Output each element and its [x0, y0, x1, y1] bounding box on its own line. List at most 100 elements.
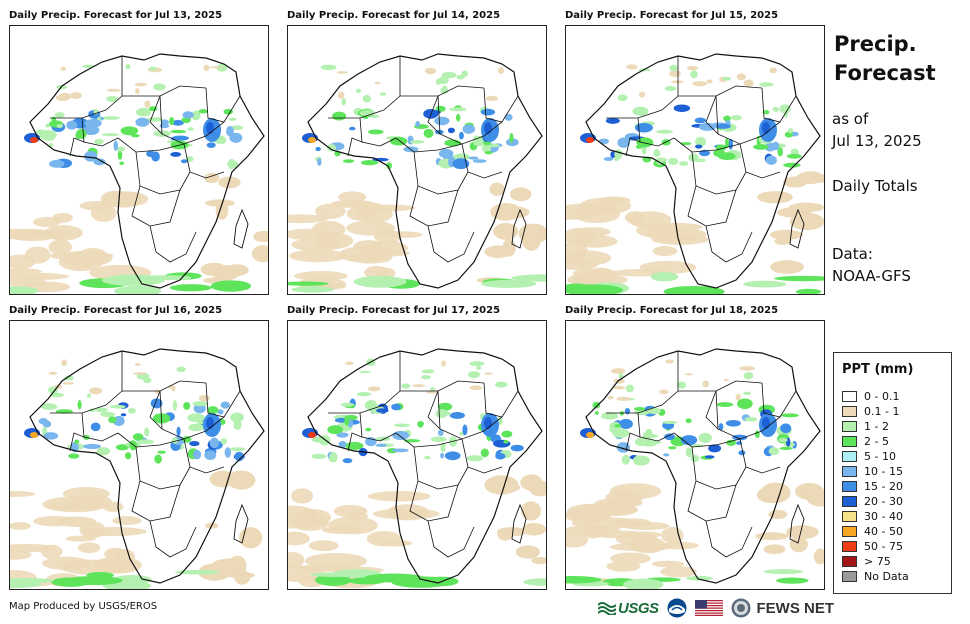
precip-area	[74, 439, 80, 444]
precip-area	[336, 71, 348, 74]
precip-area	[153, 83, 166, 91]
precip-area	[678, 161, 689, 166]
precip-area	[617, 137, 630, 148]
country-border	[673, 137, 741, 153]
precip-area	[615, 532, 657, 546]
precip-area	[777, 147, 783, 157]
precip-area	[86, 393, 92, 398]
precip-area	[189, 441, 200, 447]
legend-item: 15 - 20	[842, 479, 903, 493]
precip-area	[716, 123, 731, 129]
precip-area	[112, 516, 142, 526]
precip-area	[95, 407, 108, 413]
precip-area	[403, 439, 421, 443]
precip-area	[458, 131, 464, 140]
country-border	[122, 85, 207, 97]
precip-area	[444, 451, 461, 461]
legend-label: 2 - 5	[864, 434, 889, 448]
precip-area	[762, 109, 770, 115]
precip-area	[93, 556, 142, 574]
precip-area	[724, 137, 729, 149]
precip-area	[632, 106, 649, 116]
precip-area	[651, 234, 709, 245]
precip-area	[346, 220, 395, 236]
precip-area	[671, 80, 684, 84]
precip-area	[804, 174, 824, 183]
country-border	[413, 151, 469, 195]
precip-area	[338, 441, 348, 448]
precip-area	[704, 455, 715, 459]
side-title: Precip. Forecast	[834, 30, 964, 88]
precip-area	[228, 117, 237, 121]
country-border	[395, 137, 463, 153]
panel-title: Daily Precip. Forecast for Jul 18, 2025	[565, 305, 779, 316]
precip-area	[227, 160, 239, 169]
precip-area	[135, 108, 151, 117]
precip-area	[461, 70, 469, 77]
precip-area	[204, 450, 217, 460]
precip-area	[291, 286, 334, 293]
precip-area	[723, 378, 730, 382]
country-border	[117, 137, 185, 153]
precip-area	[220, 438, 227, 445]
precip-area	[480, 448, 489, 458]
continent-outline	[585, 53, 821, 289]
precip-area	[207, 406, 219, 415]
precip-area	[806, 489, 824, 507]
precip-area	[125, 452, 132, 460]
precip-area	[503, 439, 509, 444]
precip-area	[341, 98, 347, 106]
precip-area	[762, 122, 770, 134]
precip-area	[739, 366, 756, 371]
precip-area	[52, 212, 73, 223]
precip-area	[566, 532, 589, 548]
legend-item: 0.1 - 1	[842, 404, 899, 418]
ppt-legend: PPT (mm) 0 - 0.1 0.1 - 1 1 - 2 2 - 5 5 -…	[833, 352, 952, 594]
precip-area	[209, 66, 223, 69]
precip-area	[84, 119, 102, 128]
precip-area	[690, 454, 700, 463]
legend-swatch	[842, 540, 857, 552]
precip-area	[227, 470, 256, 490]
legend-swatch	[842, 465, 857, 477]
precip-area	[743, 372, 754, 380]
precip-area	[485, 95, 499, 101]
precip-area	[744, 417, 758, 422]
precip-area	[708, 444, 722, 453]
precip-area	[462, 124, 476, 134]
legend-swatch	[842, 510, 857, 522]
precip-area	[509, 132, 514, 144]
precip-area	[100, 411, 115, 417]
precip-area	[490, 203, 522, 221]
precip-area	[149, 66, 157, 71]
precip-area	[441, 360, 447, 367]
precip-area	[119, 161, 125, 165]
precip-area	[651, 560, 685, 568]
precip-area	[77, 400, 82, 410]
country-border	[691, 151, 747, 195]
country-border	[691, 446, 747, 490]
precip-area	[566, 284, 624, 294]
precip-area	[614, 149, 623, 160]
precip-area	[634, 406, 646, 411]
precip-area	[610, 552, 651, 565]
precip-map	[9, 25, 269, 295]
precip-area	[188, 423, 205, 432]
precip-area	[288, 519, 319, 529]
precip-area	[386, 162, 393, 170]
precip-area	[38, 417, 48, 425]
precip-area	[10, 543, 56, 553]
precip-area	[391, 576, 451, 588]
precip-area	[509, 187, 532, 202]
precip-area	[30, 432, 38, 438]
precip-area	[238, 527, 263, 549]
precip-area	[694, 117, 707, 124]
precip-area	[695, 136, 706, 147]
precip-area	[685, 576, 714, 581]
precip-area	[89, 387, 103, 395]
precip-area	[116, 146, 126, 152]
precip-area	[84, 150, 98, 162]
country-border	[135, 446, 191, 490]
precip-area	[771, 141, 780, 151]
precip-area	[417, 422, 424, 428]
